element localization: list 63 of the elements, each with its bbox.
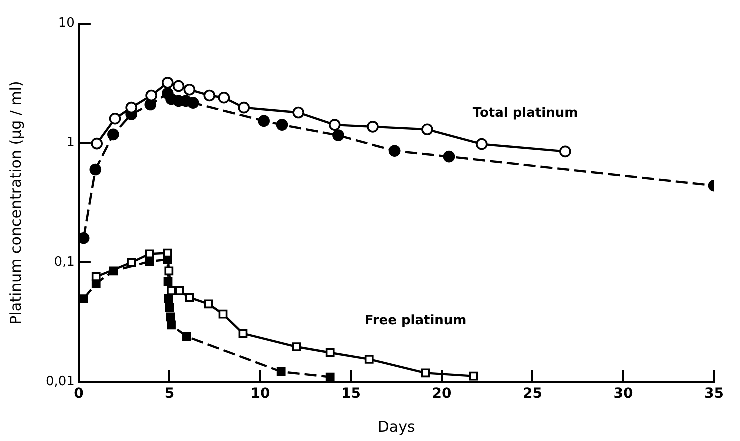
point [422,124,434,136]
point [164,266,174,276]
point [238,329,248,338]
point [167,286,176,296]
point [218,92,230,104]
point [90,164,102,176]
x-tick-label: 10 [250,386,270,402]
point [78,232,90,244]
point [218,310,228,319]
point [560,146,572,158]
point [364,355,374,364]
point [292,342,302,352]
point [175,286,184,296]
point [79,294,88,304]
y-axis-title: Platinum concentration (µg / ml) [6,81,25,325]
point [238,102,250,114]
point [92,272,101,282]
y-tick-label: 1 [66,136,75,151]
point [328,119,341,131]
annotation: Free platinum [364,314,467,329]
x-axis-title: Days [378,418,416,436]
x-tick-label: 5 [164,386,175,402]
point [184,84,196,96]
point [162,77,174,89]
point [443,150,456,163]
point [145,250,154,259]
point [166,312,176,322]
x-tick-label: 35 [704,386,724,402]
point [146,90,158,102]
point [204,300,214,309]
point [469,372,478,381]
point [108,128,120,141]
x-tick-label: 20 [432,386,452,402]
x-tick-label: 0 [74,386,84,402]
point [326,348,335,358]
y-tick-label: 10 [58,16,75,32]
point [326,372,335,382]
point [476,138,488,150]
point [165,303,174,312]
y-tick-label: 0,01 [46,374,75,390]
point [276,367,286,376]
point [276,119,288,131]
point [421,368,430,378]
point [163,248,172,258]
point [204,90,216,102]
annotation: Total platinum [472,106,578,121]
point [109,112,122,125]
point [292,106,304,119]
x-tick-label: 25 [523,386,542,402]
x-tick-label: 30 [614,386,634,402]
point [167,320,176,330]
point [258,115,270,128]
point [91,138,103,150]
point [187,97,200,109]
point [172,80,185,92]
point [182,332,192,342]
point [388,145,401,157]
point [367,121,379,133]
point [185,293,194,302]
x-tick-label: 15 [341,386,361,402]
y-tick-label: 0,1 [54,255,75,270]
point [332,130,344,142]
point [127,258,136,268]
